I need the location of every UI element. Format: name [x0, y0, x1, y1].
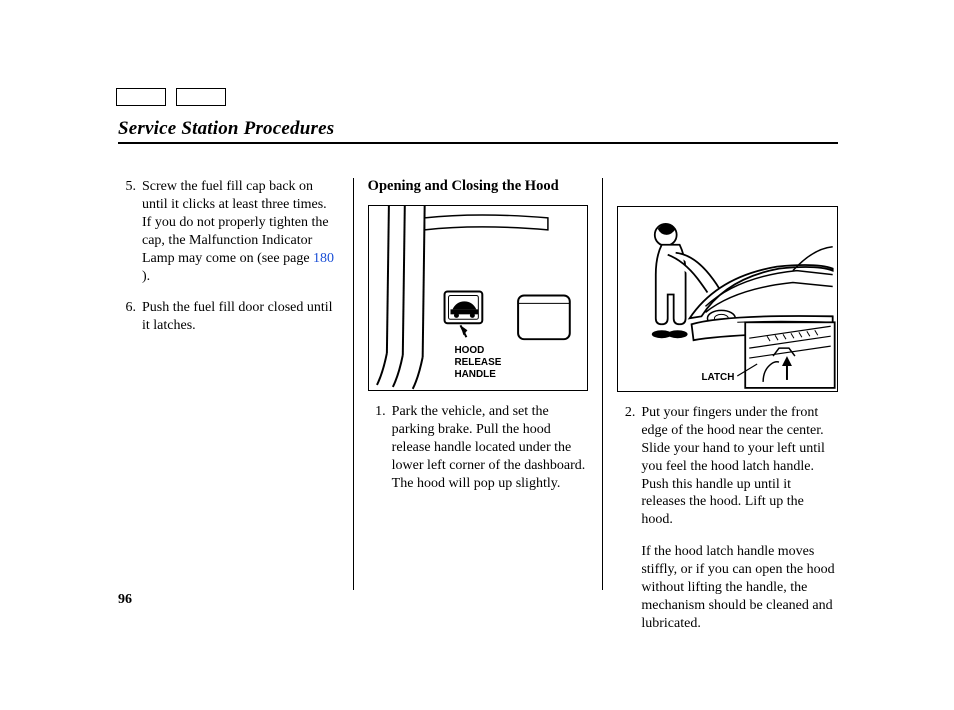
figure-hood-release: HOOD RELEASE HANDLE: [368, 205, 589, 391]
step-body: Put your fingers under the front edge of…: [641, 404, 838, 529]
step-num: 5.: [118, 178, 136, 285]
step-5: 5. Screw the fuel fill cap back on until…: [118, 178, 339, 285]
step-text: ).: [142, 269, 150, 284]
fig-label-latch: LATCH: [702, 372, 735, 383]
tab-box: [176, 88, 226, 106]
step-body: Park the vehicle, and set the parking br…: [392, 403, 589, 493]
tab-box: [116, 88, 166, 106]
fig-label-line3: HANDLE: [454, 369, 496, 380]
step-num: 6.: [118, 299, 136, 335]
column-3: LATCH 2. Put your fingers under the fron…: [602, 178, 838, 590]
step-body: Push the fuel fill door closed until it …: [142, 299, 339, 335]
page-link-180[interactable]: 180: [313, 251, 334, 266]
title-rule: [118, 142, 838, 144]
page-number: 96: [118, 592, 132, 608]
hood-latch-illustration: LATCH: [618, 207, 837, 391]
step-num: 1.: [368, 403, 386, 493]
header-tabs: [116, 88, 232, 111]
column-2: Opening and Closing the Hood: [353, 178, 603, 590]
fig-label-line2: RELEASE: [454, 357, 501, 368]
page-title: Service Station Procedures: [118, 118, 334, 140]
section-subhead: Opening and Closing the Hood: [368, 178, 589, 195]
step-2: 2. Put your fingers under the front edge…: [617, 404, 838, 529]
figure-hood-latch: LATCH: [617, 206, 838, 392]
step-num: 2.: [617, 404, 635, 529]
step-body: Screw the fuel fill cap back on until it…: [142, 178, 339, 285]
step-text: Screw the fuel fill cap back on until it…: [142, 179, 329, 266]
step-6: 6. Push the fuel fill door closed until …: [118, 299, 339, 335]
note-paragraph: If the hood latch handle moves stiffly, …: [641, 543, 838, 633]
step-1: 1. Park the vehicle, and set the parking…: [368, 403, 589, 493]
columns: 5. Screw the fuel fill cap back on until…: [118, 178, 838, 590]
hood-release-illustration: HOOD RELEASE HANDLE: [369, 206, 588, 390]
fig-label-line1: HOOD: [454, 345, 484, 356]
column-1: 5. Screw the fuel fill cap back on until…: [118, 178, 353, 590]
